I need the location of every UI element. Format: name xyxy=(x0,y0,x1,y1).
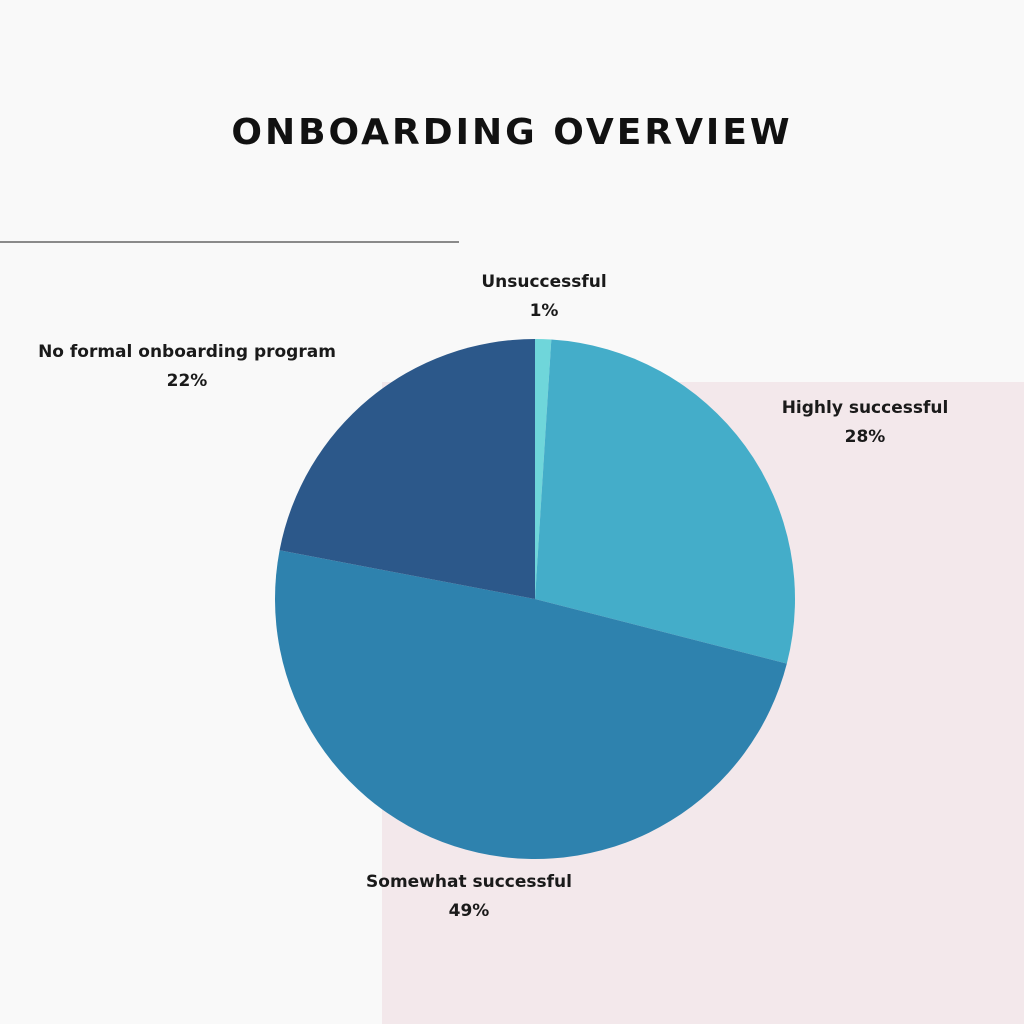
slice-value-label: 28% xyxy=(845,427,886,447)
divider-line xyxy=(0,241,459,243)
pie-slice-unsuccessful xyxy=(535,339,552,599)
slice-value-label: 22% xyxy=(167,371,208,391)
slice-label: Highly successful xyxy=(782,398,949,418)
pie-slice-highly-successful xyxy=(535,339,795,664)
chart-title: ONBOARDING OVERVIEW xyxy=(231,112,793,153)
slice-value-label: 1% xyxy=(530,301,559,321)
slice-value-label: 49% xyxy=(449,901,490,921)
slice-label: No formal onboarding program xyxy=(38,342,336,362)
pie-slice-somewhat-successful xyxy=(275,550,787,859)
slice-label: Somewhat successful xyxy=(366,872,572,892)
pie-slice-no-formal-onboarding-program xyxy=(279,339,535,599)
slice-label: Unsuccessful xyxy=(481,272,606,292)
